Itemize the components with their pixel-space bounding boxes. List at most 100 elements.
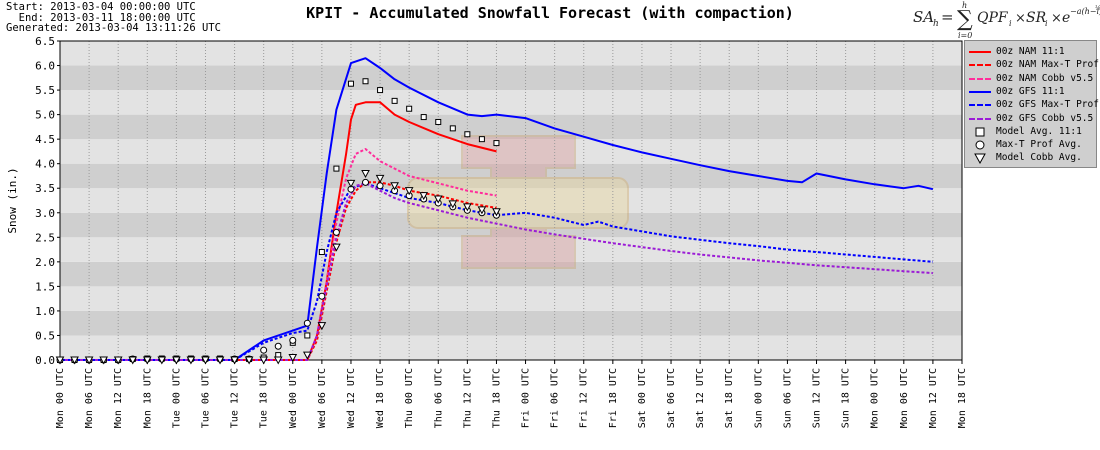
marker-model-cobb-avg <box>172 356 181 365</box>
plot-band <box>60 65 962 91</box>
marker-model-avg-11-1 <box>435 118 442 125</box>
svg-text:∑: ∑ <box>957 7 973 32</box>
legend-symbol <box>969 152 991 165</box>
legend-item-max-t-prof-avg: Max-T Prof Avg. <box>969 139 1082 151</box>
x-tick-label: Mon 18 UTC <box>142 368 153 428</box>
svg-text:×: × <box>1015 11 1026 26</box>
y-tick-label: 2.0 <box>35 256 55 269</box>
y-tick-label: 5.0 <box>35 109 55 122</box>
plot-band <box>60 212 962 238</box>
legend-symbol <box>969 113 991 125</box>
marker-model-cobb-avg <box>113 356 123 365</box>
marker-model-avg-11-1 <box>493 140 500 147</box>
marker-max-t-prof-avg <box>289 336 297 344</box>
legend-item-00z-nam-max-t-prof: 00z NAM Max-T Prof <box>969 59 1099 71</box>
y-tick-label: 1.5 <box>35 280 55 293</box>
marker-model-avg-11-1 <box>347 80 354 87</box>
x-tick-label: Wed 00 UTC <box>288 368 299 428</box>
y-tick-label: 3.0 <box>35 207 55 220</box>
svg-text:SA: SA <box>913 8 934 26</box>
svg-text:=: = <box>941 8 954 26</box>
legend-label: 00z NAM 11:1 <box>996 46 1065 57</box>
series-line-00z-nam-max-t-prof <box>60 181 497 361</box>
watermark-logo <box>407 135 629 269</box>
legend-item-00z-gfs-11-1: 00z GFS 11:1 <box>969 86 1065 98</box>
legend-label: Model Avg. 11:1 <box>996 125 1082 137</box>
marker-model-cobb-avg <box>288 354 298 363</box>
plot-band <box>60 188 962 213</box>
svg-text:h: h <box>962 1 967 10</box>
x-tick-label: Wed 12 UTC <box>346 368 357 428</box>
legend-symbol <box>969 126 991 138</box>
chart-title: KPIT - Accumulated Snowfall Forecast (wi… <box>306 4 794 22</box>
marker-model-avg-11-1 <box>391 97 398 104</box>
svg-text:QPF: QPF <box>977 10 1009 26</box>
marker-model-cobb-avg <box>55 356 65 365</box>
svg-text:×: × <box>1051 11 1062 26</box>
generated-time: Generated: 2013-03-04 13:11:26 UTC <box>6 22 221 34</box>
marker-model-cobb-avg <box>244 356 254 365</box>
y-tick-label: 4.0 <box>35 158 55 171</box>
marker-model-avg-11-1 <box>449 125 456 132</box>
x-tick-label: Fri 18 UTC <box>608 368 619 428</box>
legend-symbol <box>969 59 991 71</box>
marker-model-avg-11-1 <box>478 136 485 143</box>
marker-model-avg-11-1 <box>318 249 325 256</box>
legend-label: Model Cobb Avg. <box>996 152 1082 164</box>
marker-max-t-prof-avg <box>332 228 340 236</box>
x-tick-label: Wed 18 UTC <box>375 368 386 428</box>
snowfall-formula: SA h = ∑ h i=0 QPF i × SR i × e −a(h−i) … <box>913 1 1100 40</box>
y-tick-label: 2.5 <box>35 231 55 244</box>
svg-text:i: i <box>1045 19 1048 28</box>
svg-text:SR: SR <box>1026 10 1047 26</box>
svg-text:e: e <box>1062 10 1070 26</box>
x-tick-label: Mon 12 UTC <box>928 368 939 428</box>
marker-model-cobb-avg <box>186 356 196 365</box>
marker-model-cobb-avg <box>375 174 385 183</box>
marker-model-cobb-avg <box>302 351 312 360</box>
x-tick-label: Mon 18 UTC <box>957 368 968 428</box>
y-tick-label: 0.5 <box>35 329 55 342</box>
marker-model-avg-11-1 <box>464 131 471 138</box>
y-tick-label: 6.5 <box>35 35 55 48</box>
svg-text:i: i <box>1009 19 1012 28</box>
end-time: End: 2013-03-11 18:00:00 UTC <box>6 11 196 24</box>
plot-band <box>60 90 962 115</box>
marker-model-cobb-avg <box>492 208 501 217</box>
x-tick-label: Fri 12 UTC <box>579 368 590 428</box>
marker-max-t-prof-avg <box>318 292 326 300</box>
legend-label: 00z GFS 11:1 <box>996 85 1065 97</box>
x-tick-label: Mon 00 UTC <box>870 368 881 428</box>
x-tick-label: Thu 18 UTC <box>491 368 502 428</box>
x-tick-label: Sat 06 UTC <box>666 368 677 428</box>
marker-model-avg-11-1 <box>362 78 369 85</box>
plot-band <box>60 286 962 311</box>
plot-band <box>60 237 962 262</box>
marker-model-cobb-avg <box>273 356 283 365</box>
legend-label: Max-T Prof Avg. <box>996 139 1082 151</box>
plot-band <box>60 41 962 66</box>
marker-model-avg-11-1 <box>333 165 340 172</box>
legend-label: 00z GFS Cobb v5.5 <box>996 112 1094 124</box>
marker-model-cobb-avg <box>346 179 356 188</box>
svg-text:i=0: i=0 <box>958 31 972 40</box>
x-tick-label: Thu 06 UTC <box>433 368 444 428</box>
x-tick-label: Tue 18 UTC <box>259 368 270 428</box>
marker-max-t-prof-avg <box>260 346 268 354</box>
x-tick-label: Fri 06 UTC <box>550 368 561 428</box>
y-tick-label: 6.0 <box>35 60 55 73</box>
marker-model-cobb-avg <box>230 356 239 365</box>
marker-model-cobb-avg <box>70 356 79 365</box>
x-tick-label: Mon 06 UTC <box>84 368 95 428</box>
y-tick-label: 3.5 <box>35 182 55 195</box>
x-tick-label: Sat 00 UTC <box>637 368 648 428</box>
x-tick-label: Thu 12 UTC <box>462 368 473 428</box>
marker-model-cobb-avg <box>477 206 487 215</box>
marker-model-avg-11-1 <box>304 332 311 339</box>
marker-model-cobb-avg <box>390 182 399 191</box>
legend-label: 00z GFS Max-T Prof <box>996 99 1099 111</box>
svg-text:−a(h−i): −a(h−i) <box>1070 7 1100 16</box>
legend-item-model-avg-11-1: Model Avg. 11:1 <box>969 126 1082 138</box>
marker-model-cobb-avg <box>99 356 108 365</box>
marker-model-cobb-avg <box>84 356 94 365</box>
